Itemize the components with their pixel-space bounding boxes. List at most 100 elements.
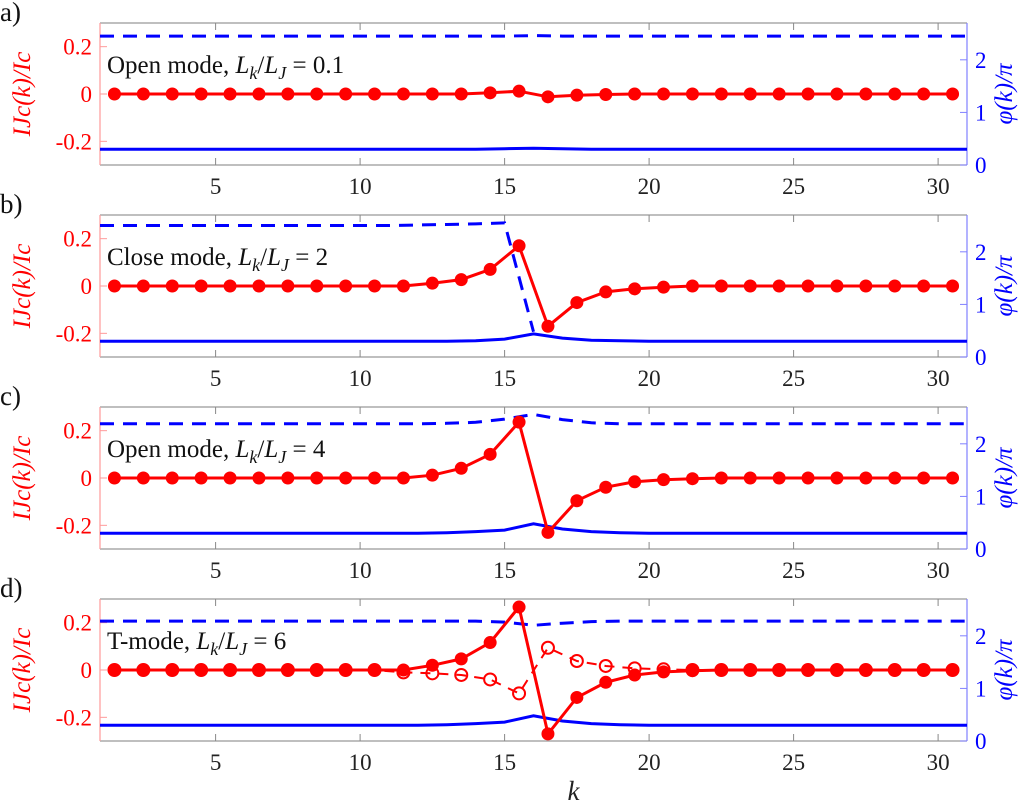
x-tick-label: 5 (210, 558, 222, 583)
y-right-tick-label: 0 (975, 537, 987, 562)
current-hollow-marker (540, 640, 555, 655)
y-right-axis-label: φ(k)/π (991, 446, 1018, 509)
current-filled-marker (368, 87, 382, 101)
current-filled-marker (743, 663, 757, 677)
current-filled-marker (859, 279, 873, 293)
x-tick-label: 10 (349, 558, 372, 583)
plot-area (100, 412, 967, 539)
phase-dashed-line (100, 34, 967, 38)
current-filled-marker (541, 727, 555, 741)
current-filled-marker (570, 494, 584, 508)
current-filled-marker (165, 279, 179, 293)
annotation-part: k (210, 639, 219, 659)
x-tick-label: 10 (349, 750, 372, 775)
current-filled-marker (223, 471, 237, 485)
current-filled-marker (946, 87, 960, 101)
y-right-tick-label: 2 (975, 240, 987, 265)
current-filled-marker (425, 276, 439, 290)
annotation-part: k (249, 63, 258, 83)
current-filled-marker (714, 87, 728, 101)
current-filled-marker (512, 239, 526, 253)
annotation-part: J (281, 255, 290, 275)
current-filled-marker (483, 262, 497, 276)
current-filled-marker (223, 663, 237, 677)
y-right-tick-label: 1 (975, 100, 987, 125)
current-filled-marker (685, 279, 699, 293)
current-filled-marker (252, 663, 266, 677)
current-filled-marker (917, 663, 931, 677)
annotation-part: J (278, 447, 287, 467)
current-filled-marker (859, 471, 873, 485)
current-filled-marker (396, 471, 410, 485)
y-left-axis-label: IJc(k)/Ic (9, 52, 36, 138)
x-tick-label: 20 (638, 750, 661, 775)
current-filled-marker (541, 319, 555, 333)
current-filled-marker (628, 475, 642, 489)
annotation-part: Open mode, (107, 52, 235, 79)
annotation-part: = 2 (289, 244, 328, 271)
current-filled-marker (917, 87, 931, 101)
current-filled-marker (368, 471, 382, 485)
current-filled-marker (310, 471, 324, 485)
annotation-part: L (224, 628, 239, 655)
current-filled-marker (512, 415, 526, 429)
y-right-tick-label: 1 (975, 676, 987, 701)
x-tick-label: 5 (210, 174, 222, 199)
current-hollow-marker (569, 654, 584, 669)
current-filled-marker (859, 663, 873, 677)
current-filled-marker (223, 279, 237, 293)
current-filled-marker (946, 663, 960, 677)
x-tick-label: 30 (927, 366, 950, 391)
current-filled-marker (368, 663, 382, 677)
phase-solid-line (100, 146, 967, 151)
current-filled-marker (599, 285, 613, 299)
current-filled-marker (830, 87, 844, 101)
current-filled-marker (194, 87, 208, 101)
current-filled-marker (830, 663, 844, 677)
panel-label: c) (0, 381, 21, 411)
current-filled-marker (339, 279, 353, 293)
x-tick-label: 20 (638, 174, 661, 199)
current-filled-marker (801, 471, 815, 485)
y-left-tick-label: 0 (81, 274, 93, 299)
current-filled-marker (743, 87, 757, 101)
current-filled-marker (743, 471, 757, 485)
y-right-tick-label: 0 (975, 345, 987, 370)
current-filled-marker (136, 471, 150, 485)
annotation-part: = 4 (286, 436, 326, 463)
current-filled-marker (657, 665, 671, 679)
panel-b: 5 10 15 20 25 30 0.2 0 -0.2 0 1 2 IJc(k)/Ic φ(k)/π b) C… (0, 189, 1018, 391)
current-hollow-marker (483, 672, 498, 687)
y-left-tick-label: 0 (81, 658, 93, 683)
current-filled-marker (454, 273, 468, 287)
current-filled-marker (483, 86, 497, 100)
current-filled-marker (310, 663, 324, 677)
current-filled-marker (801, 663, 815, 677)
y-left-tick-label: 0 (81, 466, 93, 491)
current-filled-marker (339, 87, 353, 101)
annotation-part: L (266, 244, 281, 271)
current-filled-marker (628, 87, 642, 101)
current-filled-marker (339, 663, 353, 677)
x-tick-label: 5 (210, 366, 222, 391)
current-filled-marker (685, 87, 699, 101)
current-filled-marker (628, 282, 642, 296)
current-filled-marker (657, 280, 671, 294)
current-filled-marker (801, 87, 815, 101)
x-tick-label: 5 (210, 750, 222, 775)
panel-label: d) (0, 573, 23, 603)
current-filled-marker (859, 87, 873, 101)
current-filled-marker (541, 90, 555, 104)
panel-d: 5 10 15 20 25 30 0.2 0 -0.2 0 1 2 IJc(k)/Ic φ(k)/π d) k… (0, 573, 1018, 806)
current-filled-marker (888, 471, 902, 485)
panel-label: b) (0, 189, 23, 219)
panel-annotation: Open mode, Lk/LJ = 4 (107, 436, 326, 467)
current-filled-marker (281, 663, 295, 677)
annotation-part: J (278, 63, 287, 83)
x-tick-label: 25 (782, 366, 805, 391)
current-filled-marker (194, 663, 208, 677)
current-filled-marker (599, 480, 613, 494)
current-filled-marker (512, 600, 526, 614)
current-hollow-marker (598, 658, 613, 673)
current-filled-marker (107, 663, 121, 677)
